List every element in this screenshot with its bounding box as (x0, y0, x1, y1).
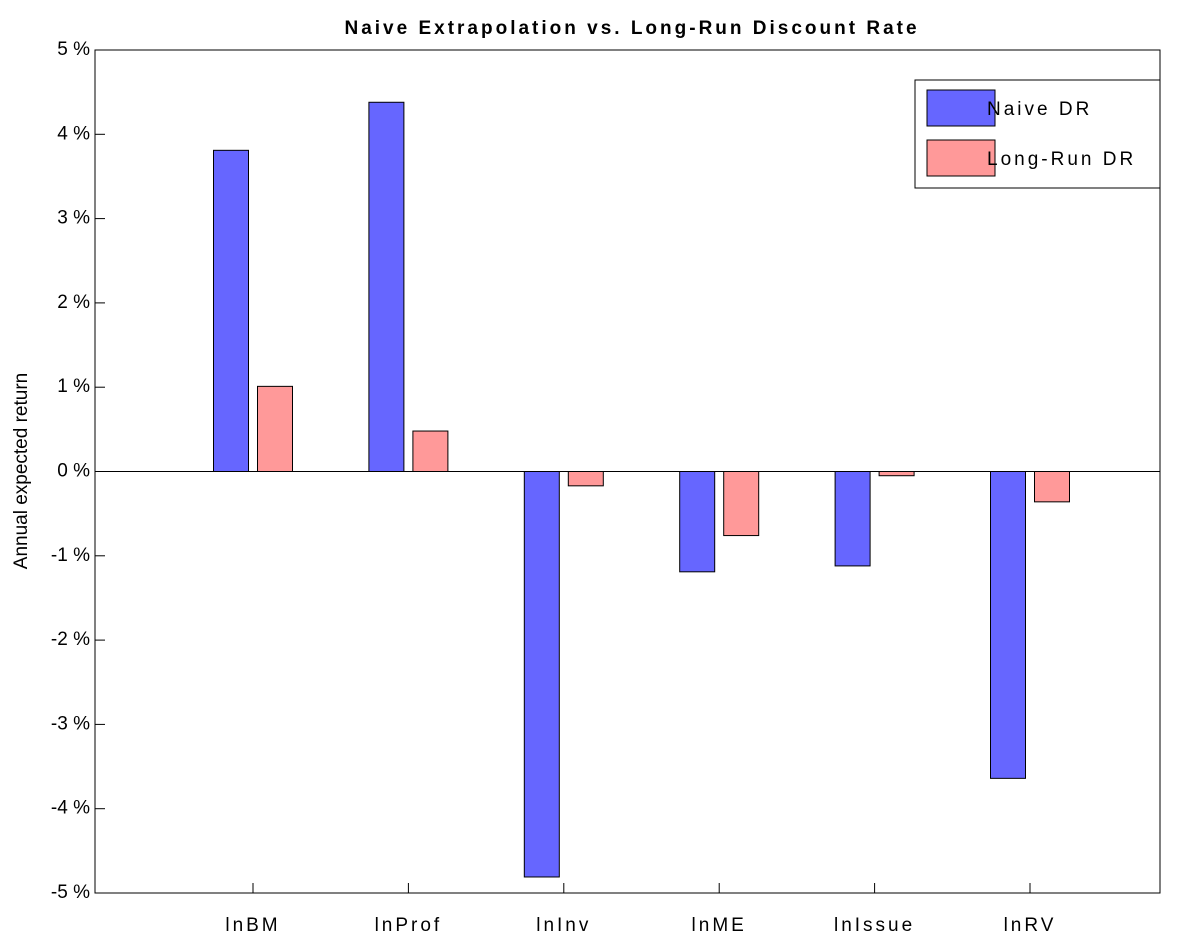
bar (412, 430, 449, 473)
bar (990, 471, 1026, 779)
y-tick-label: 5 % (57, 39, 90, 60)
y-tick-label: 1 % (57, 376, 90, 397)
x-tick-label: lnME (692, 915, 747, 936)
y-tick-label: 2 % (57, 292, 90, 313)
y-tick-label: -2 % (51, 629, 90, 650)
bar (1034, 471, 1070, 503)
x-tick-label: lnRV (1004, 915, 1057, 936)
legend-label: Naive DR (987, 99, 1092, 120)
bar (723, 471, 760, 537)
y-tick-label: -3 % (51, 713, 90, 734)
legend-swatch (926, 139, 996, 177)
y-tick-label: 3 % (57, 208, 90, 229)
bar (878, 471, 915, 477)
bar (834, 471, 871, 567)
y-axis-label: Annual expected return (11, 373, 32, 569)
plot-frame (94, 49, 1161, 894)
y-tick-label: 0 % (57, 461, 90, 482)
bar (213, 149, 249, 473)
bar (679, 471, 716, 573)
bar (523, 471, 560, 878)
y-tick-label: -1 % (51, 545, 90, 566)
legend-swatch (926, 89, 996, 127)
y-tick-label: -5 % (51, 882, 90, 903)
x-tick-label: lnInv (536, 915, 591, 936)
bar (567, 471, 604, 487)
bar (368, 101, 405, 473)
y-tick-label: 4 % (57, 123, 90, 144)
bar (257, 385, 293, 472)
x-tick-label: lnBM (225, 915, 280, 936)
x-tick-label: lnProf (375, 915, 443, 936)
y-tick-label: -4 % (51, 798, 90, 819)
legend-label: Long-Run DR (987, 149, 1136, 170)
chart-title: Naive Extrapolation vs. Long-Run Discoun… (344, 18, 919, 39)
x-tick-label: lnIssue (834, 915, 915, 936)
